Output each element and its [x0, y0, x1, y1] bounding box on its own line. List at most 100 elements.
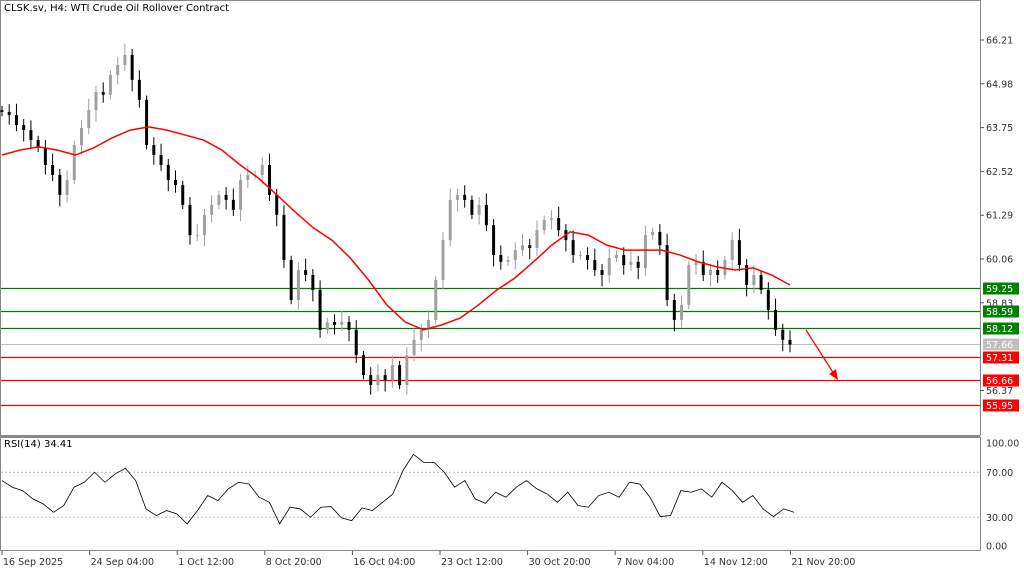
- candle-body: [701, 261, 705, 276]
- candle-body: [427, 319, 431, 330]
- candle-body: [759, 275, 763, 290]
- level-badge-58.12: [983, 322, 1019, 335]
- candle-body: [405, 355, 409, 386]
- candle-body: [781, 329, 785, 340]
- candle-body: [557, 218, 561, 231]
- candle-body: [658, 231, 662, 246]
- candle-body: [174, 179, 178, 185]
- candle-body: [586, 255, 590, 261]
- candle-body: [542, 219, 546, 231]
- time-label: 16 Oct 04:00: [353, 557, 415, 568]
- level-label-55.95: 55.95: [986, 401, 1013, 412]
- chart-title: CLSK.sv, H4: WTI Crude Oil Rollover Cont…: [4, 3, 230, 14]
- candle-body: [145, 99, 149, 146]
- trend-arrow-line: [805, 329, 835, 375]
- candle-body: [484, 204, 488, 226]
- level-label-57.66: 57.66: [986, 340, 1013, 351]
- candle-body: [166, 164, 170, 180]
- candle-body: [116, 64, 120, 75]
- candle-body: [340, 322, 344, 325]
- candle-body: [267, 164, 271, 195]
- candle-body: [29, 130, 33, 141]
- candle-body: [72, 145, 76, 180]
- candle-body: [22, 125, 26, 131]
- candle-body: [600, 270, 604, 276]
- level-badge-58.59: [983, 305, 1019, 318]
- candle-body: [752, 275, 756, 285]
- candle-body: [202, 214, 206, 236]
- time-label: 24 Sep 04:00: [91, 557, 154, 568]
- level-badge-56.66: [983, 374, 1019, 387]
- candle-body: [614, 255, 618, 258]
- candle-body: [354, 329, 358, 356]
- candle-body: [195, 235, 199, 237]
- candle-body: [521, 245, 525, 251]
- candle-body: [412, 339, 416, 356]
- candle-body: [651, 231, 655, 236]
- candle-body: [680, 304, 684, 320]
- candle-body: [80, 127, 84, 146]
- candle-body: [730, 240, 734, 261]
- candle-body: [672, 299, 676, 320]
- candle-body: [231, 199, 235, 210]
- candle-body: [36, 140, 40, 148]
- rsi-tick-label: 0.00: [986, 542, 1007, 553]
- level-badge-57.66: [983, 338, 1019, 351]
- candle-body: [419, 329, 423, 340]
- candle-body: [188, 204, 192, 236]
- candle-body: [289, 260, 293, 300]
- candle-body: [593, 260, 597, 271]
- candle-body: [296, 270, 300, 300]
- moving-average-line: [1, 126, 791, 331]
- candle-body: [7, 111, 11, 116]
- candle-body: [210, 204, 214, 215]
- candle-body: [152, 145, 156, 156]
- price-tick-label: 63.75: [986, 123, 1013, 134]
- candle-body: [181, 184, 185, 205]
- level-label-59.25: 59.25: [986, 284, 1013, 295]
- candle-body: [774, 309, 778, 330]
- candle-body: [716, 270, 720, 276]
- candle-body: [311, 275, 315, 290]
- rsi-tick-label: 30.00: [986, 513, 1013, 524]
- candle-body: [434, 280, 438, 320]
- time-label: 7 Nov 04:00: [616, 557, 674, 568]
- candle-body: [137, 79, 141, 100]
- candle-body: [217, 194, 221, 205]
- candle-body: [0, 110, 4, 112]
- candle-body: [275, 194, 279, 215]
- candle-body: [737, 240, 741, 266]
- time-label: 21 Nov 20:00: [791, 557, 855, 568]
- candle-body: [58, 174, 62, 195]
- candle-body: [43, 147, 47, 165]
- level-badge-55.95: [983, 399, 1019, 412]
- candle-body: [571, 240, 575, 256]
- time-label: 30 Oct 20:00: [529, 557, 591, 568]
- candle-body: [766, 289, 770, 310]
- candle-body: [665, 245, 669, 300]
- candle-body: [607, 257, 611, 276]
- candle-body: [549, 218, 553, 220]
- rsi-pane-frame: [0, 437, 981, 551]
- candle-body: [318, 289, 322, 330]
- price-tick-label: 64.98: [986, 79, 1013, 90]
- candle-body: [622, 255, 626, 266]
- candle-body: [51, 164, 55, 175]
- candle-body: [282, 214, 286, 261]
- main-pane-frame: [0, 0, 981, 436]
- candle-body: [788, 339, 792, 345]
- level-badge-57.31: [983, 351, 1019, 364]
- candle-body: [694, 261, 698, 266]
- level-label-56.66: 56.66: [986, 376, 1013, 387]
- candle-body: [390, 365, 394, 381]
- candle-body: [159, 155, 163, 165]
- candle-body: [123, 54, 127, 65]
- time-label: 23 Oct 12:00: [441, 557, 503, 568]
- candle-body: [398, 365, 402, 386]
- candle-body: [506, 260, 510, 262]
- price-tick-label: 61.29: [986, 211, 1013, 222]
- candle-body: [528, 245, 532, 248]
- candle-body: [499, 255, 503, 262]
- candle-body: [224, 194, 228, 200]
